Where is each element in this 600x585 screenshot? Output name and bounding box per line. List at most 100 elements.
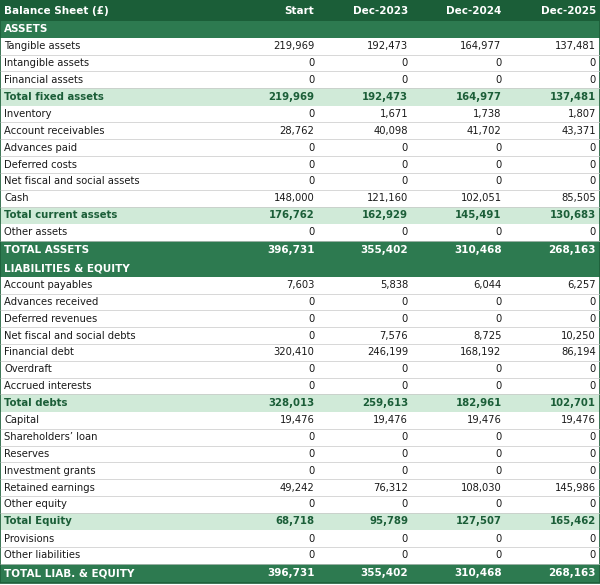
Bar — [225, 446, 319, 462]
Bar — [0, 462, 225, 479]
Bar — [412, 479, 506, 496]
Text: 0: 0 — [308, 534, 314, 543]
Text: Capital: Capital — [4, 415, 39, 425]
Text: 6,257: 6,257 — [567, 280, 596, 290]
Bar — [412, 530, 506, 547]
Bar — [0, 429, 225, 446]
Text: Advances paid: Advances paid — [4, 143, 77, 153]
Bar — [0, 88, 225, 106]
Bar — [319, 207, 412, 224]
Bar — [319, 547, 412, 564]
Text: 0: 0 — [496, 550, 502, 560]
Bar — [225, 530, 319, 547]
Text: TOTAL LIAB. & EQUITY: TOTAL LIAB. & EQUITY — [4, 569, 134, 579]
Bar — [412, 378, 506, 394]
Text: 192,473: 192,473 — [362, 92, 408, 102]
Bar — [0, 122, 225, 139]
Bar — [225, 327, 319, 344]
Text: 1,671: 1,671 — [379, 109, 408, 119]
Text: 145,491: 145,491 — [455, 210, 502, 220]
Text: 127,507: 127,507 — [456, 517, 502, 526]
Text: 0: 0 — [496, 500, 502, 510]
Bar — [319, 361, 412, 378]
Bar — [412, 156, 506, 173]
Bar — [506, 547, 600, 564]
Bar — [225, 361, 319, 378]
Text: Dec-2024: Dec-2024 — [446, 5, 502, 16]
Bar — [0, 277, 225, 294]
Text: 0: 0 — [590, 534, 596, 543]
Bar — [319, 156, 412, 173]
Bar — [506, 294, 600, 311]
Bar — [506, 139, 600, 156]
Bar — [225, 496, 319, 512]
Text: 0: 0 — [590, 381, 596, 391]
Text: 68,718: 68,718 — [275, 517, 314, 526]
Bar — [0, 479, 225, 496]
Bar — [0, 71, 225, 88]
Bar — [225, 277, 319, 294]
Text: 165,462: 165,462 — [550, 517, 596, 526]
Text: 0: 0 — [496, 228, 502, 238]
Bar — [506, 564, 600, 583]
Text: 95,789: 95,789 — [369, 517, 408, 526]
Bar — [506, 156, 600, 173]
Bar — [0, 530, 225, 547]
Text: 0: 0 — [402, 176, 408, 187]
Bar — [319, 496, 412, 512]
Text: 310,468: 310,468 — [454, 245, 502, 256]
Text: 1,807: 1,807 — [568, 109, 596, 119]
Text: 0: 0 — [402, 228, 408, 238]
Bar — [319, 0, 412, 21]
Bar — [225, 429, 319, 446]
Text: 0: 0 — [308, 466, 314, 476]
Text: 0: 0 — [590, 228, 596, 238]
Bar — [0, 412, 225, 429]
Text: Reserves: Reserves — [4, 449, 49, 459]
Bar — [319, 327, 412, 344]
Text: Net fiscal and social assets: Net fiscal and social assets — [4, 176, 140, 187]
Text: 164,977: 164,977 — [460, 41, 502, 51]
Bar — [412, 106, 506, 122]
Text: Total fixed assets: Total fixed assets — [4, 92, 104, 102]
Bar — [412, 361, 506, 378]
Bar — [506, 311, 600, 327]
Text: 168,192: 168,192 — [460, 347, 502, 357]
Text: 85,505: 85,505 — [561, 193, 596, 203]
Text: 0: 0 — [590, 314, 596, 324]
Bar — [506, 446, 600, 462]
Text: Dec-2025: Dec-2025 — [541, 5, 596, 16]
Text: 0: 0 — [308, 381, 314, 391]
Bar — [412, 429, 506, 446]
Text: Account payables: Account payables — [4, 280, 92, 290]
Bar — [225, 394, 319, 412]
Text: 396,731: 396,731 — [267, 569, 314, 579]
Bar — [506, 0, 600, 21]
Text: Balance Sheet (£): Balance Sheet (£) — [4, 5, 109, 16]
Text: 130,683: 130,683 — [550, 210, 596, 220]
Bar — [0, 564, 225, 583]
Text: 310,468: 310,468 — [454, 569, 502, 579]
Bar — [0, 0, 225, 21]
Bar — [412, 88, 506, 106]
Text: 5,838: 5,838 — [380, 280, 408, 290]
Bar — [225, 139, 319, 156]
Text: 0: 0 — [308, 500, 314, 510]
Bar — [319, 190, 412, 207]
Text: 0: 0 — [308, 449, 314, 459]
Text: Cash: Cash — [4, 193, 29, 203]
Bar — [412, 0, 506, 21]
Text: Financial assets: Financial assets — [4, 75, 83, 85]
Text: 0: 0 — [496, 534, 502, 543]
Bar — [506, 173, 600, 190]
Bar — [0, 156, 225, 173]
Bar — [412, 207, 506, 224]
Text: 0: 0 — [402, 550, 408, 560]
Bar — [412, 241, 506, 260]
Bar — [412, 394, 506, 412]
Text: 0: 0 — [496, 364, 502, 374]
Bar — [506, 496, 600, 512]
Bar — [225, 344, 319, 361]
Text: 0: 0 — [590, 550, 596, 560]
Bar — [506, 122, 600, 139]
